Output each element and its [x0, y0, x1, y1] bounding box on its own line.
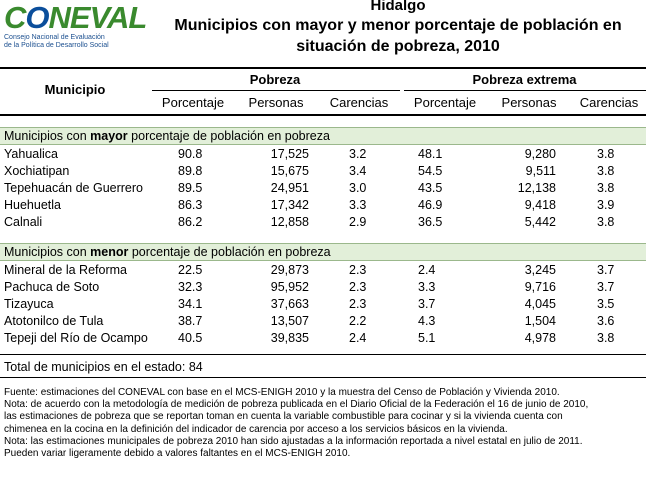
state-name: Hidalgo	[370, 0, 426, 14]
group-band-menor: Municipios con menor porcentaje de pobla…	[0, 243, 646, 261]
header-porcentaje: Porcentaje	[161, 95, 225, 110]
table-row: Huehuetla 86.3 17,342 3.3 46.9 9,418 3.9	[4, 198, 615, 212]
title-line-2: situación de pobreza, 2010	[296, 38, 500, 55]
table-row: Tizayuca 34.1 37,663 2.3 3.7 4,045 3.5	[4, 297, 615, 311]
table-row: Xochiatipan 89.8 15,675 3.4 54.5 9,511 3.8	[4, 164, 615, 178]
table-row: Calnali 86.2 12,858 2.9 36.5 5,442 3.8	[4, 215, 615, 229]
header-municipio: Municipio	[44, 82, 106, 97]
header-personas-extrema: Personas	[501, 95, 557, 110]
footnote-line: Fuente: estimaciones del CONEVAL con bas…	[4, 387, 560, 398]
table-top-rule	[0, 67, 646, 69]
footnote-line: las estimaciones de pobreza que se repor…	[4, 411, 563, 423]
header-bottom-rule	[0, 114, 646, 116]
header-rule-pobreza	[152, 90, 400, 91]
header-pobreza: Pobreza	[249, 72, 301, 87]
table-bottom-rule	[0, 354, 646, 355]
header-carencias: Carencias	[329, 95, 389, 110]
header-carencias-extrema: Carencias	[579, 95, 639, 110]
footnote-line: Nota: las estimaciones municipales de po…	[4, 435, 583, 447]
logo-wordmark: CONEVAL	[4, 0, 147, 35]
table-row: Mineral de la Reforma 22.5 29,873 2.3 2.4 3,2…	[4, 263, 615, 277]
coneval-logo: CONEVAL Consejo Nacional de Evaluación d…	[4, 0, 147, 50]
table-row: Tepehuacán de Guerrero 89.5 24,951 3.0 43.5 1…	[4, 181, 615, 195]
header-pobreza-extrema: Pobreza extrema	[472, 72, 577, 87]
logo-subtitle: Consejo Nacional de Evaluación de la Pol…	[4, 34, 109, 49]
header-porcentaje-extrema: Porcentaje	[413, 95, 477, 110]
title-line-1: Municipios con mayor y menor porcentaje …	[174, 17, 622, 34]
footnote-line: Pueden variar ligeramente debido a valor…	[4, 448, 351, 460]
footnote-line: chimenea en la cocina en la definición d…	[4, 423, 508, 435]
table-row: Yahualica 90.8 17,525 3.2 48.1 9,280 3.8	[4, 147, 615, 161]
group-band-mayor: Municipios con mayor porcentaje de pobla…	[0, 127, 646, 145]
footnote-line: Nota: de acuerdo con la metodología de m…	[4, 399, 589, 411]
table-row: Atotonilco de Tula 38.7 13,507 2.2 4.3 1,504 3…	[4, 314, 615, 328]
notes-top-rule	[0, 377, 646, 378]
page-title: Hidalgo Municipios con mayor y menor por…	[150, 0, 646, 57]
table-row: Tepeji del Río de Ocampo 40.5 39,835 2.4 5.1…	[4, 331, 615, 345]
header-rule-extrema	[404, 90, 646, 91]
total-municipios: Total de municipios en el estado: 84	[4, 360, 203, 374]
footnotes: Fuente: estimaciones del CONEVAL con bas…	[4, 387, 644, 460]
table-row: Pachuca de Soto 32.3 95,952 2.3 3.3 9,716 3.7	[4, 280, 615, 294]
header-personas: Personas	[248, 95, 304, 110]
